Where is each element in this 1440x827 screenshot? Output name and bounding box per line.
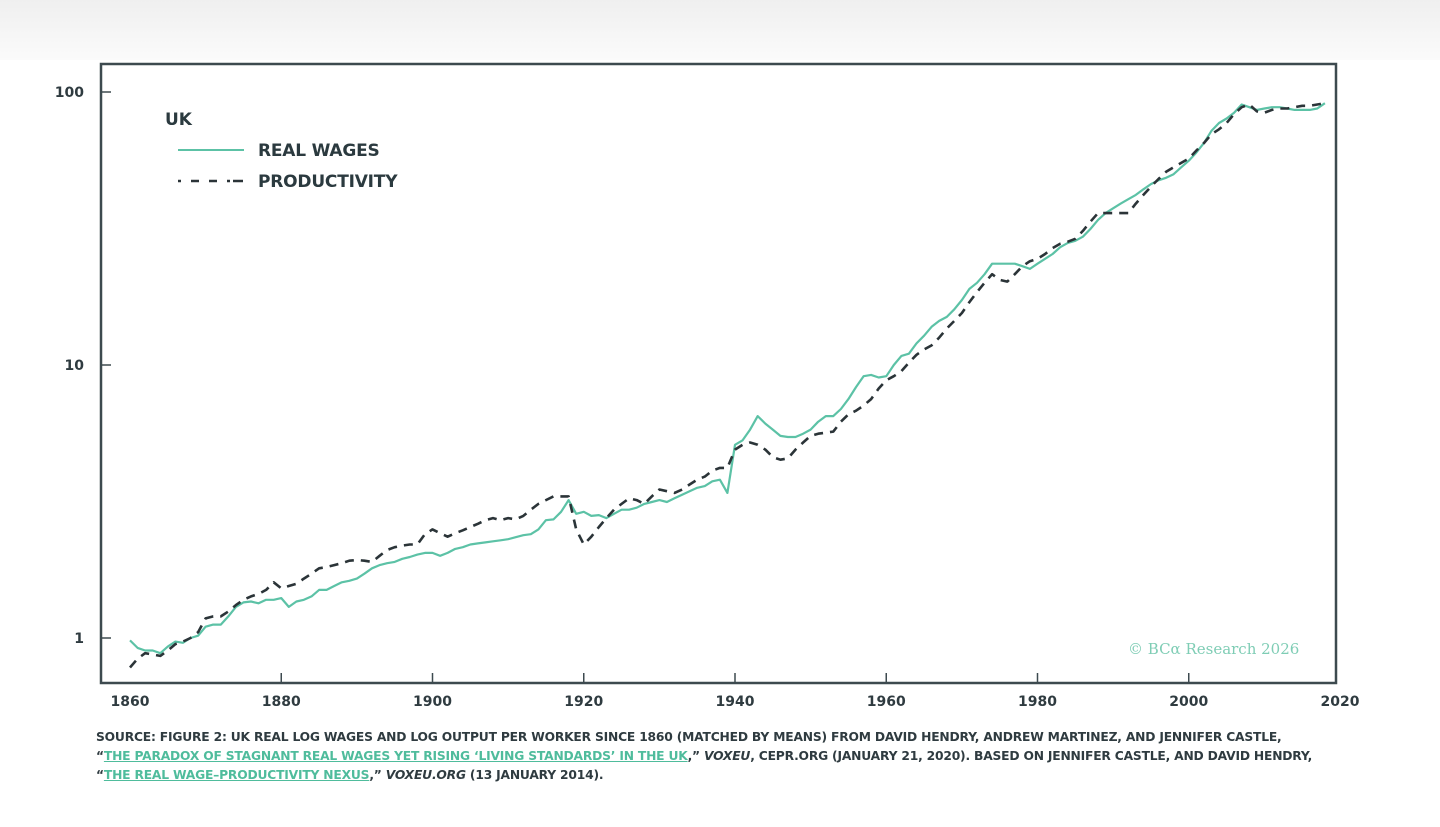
x-tick-label: 1960 <box>867 694 906 710</box>
x-tick-label: 2000 <box>1169 694 1208 710</box>
plot-frame <box>99 62 1338 685</box>
x-tick-label: 1880 <box>262 694 301 710</box>
x-tick-label: 1940 <box>716 694 755 710</box>
x-tick-label: 2020 <box>1321 694 1360 710</box>
y-tick-label: 1 <box>74 631 84 647</box>
source-text-3: , CEPR.ORG (JANUARY 21, 2020). BASED ON … <box>96 749 1313 782</box>
source-text-1: SOURCE: FIGURE 2: UK REAL LOG WAGES AND … <box>96 730 1282 763</box>
legend-label-real-wages: REAL WAGES <box>258 141 380 161</box>
x-tick-label: 1920 <box>564 694 603 710</box>
y-tick-label: 100 <box>55 85 84 101</box>
source-text-4: ,” <box>369 768 386 782</box>
x-axis: 1860 1880 1900 1920 1940 1960 1980 2000 2020 <box>111 673 1360 710</box>
x-tick-label: 1860 <box>111 694 150 710</box>
source-text-5: (13 JANUARY 2014). <box>465 768 604 782</box>
x-tick-label: 1900 <box>413 694 452 710</box>
source-italic-voxeu-org: VOXEU.ORG <box>385 768 466 782</box>
source-link-paradox[interactable]: THE PARADOX OF STAGNANT REAL WAGES YET R… <box>103 749 688 763</box>
line-chart: 1860 1880 1900 1920 1940 1960 1980 2000 2020 1 10… <box>55 62 1360 710</box>
top-background-fade <box>0 0 1440 60</box>
series-line-productivity <box>129 101 1326 669</box>
series-group <box>129 101 1326 669</box>
y-tick-label: 10 <box>65 358 85 374</box>
legend-title: UK <box>165 110 192 130</box>
source-link-nexus[interactable]: THE REAL WAGE–PRODUCTIVITY NEXUS <box>103 768 370 782</box>
x-tick-label: 1980 <box>1018 694 1057 710</box>
source-italic-voxeu: VOXEU <box>704 749 751 763</box>
bca-research-watermark: © BCα Research 2026 <box>1128 640 1300 658</box>
source-text-2: ,” <box>687 749 705 763</box>
y-axis: 1 10 100 <box>55 85 111 647</box>
series-points-productivity <box>129 103 1325 668</box>
legend-label-productivity: PRODUCTIVITY <box>258 172 398 192</box>
source-caption: SOURCE: FIGURE 2: UK REAL LOG WAGES AND … <box>96 728 1316 785</box>
